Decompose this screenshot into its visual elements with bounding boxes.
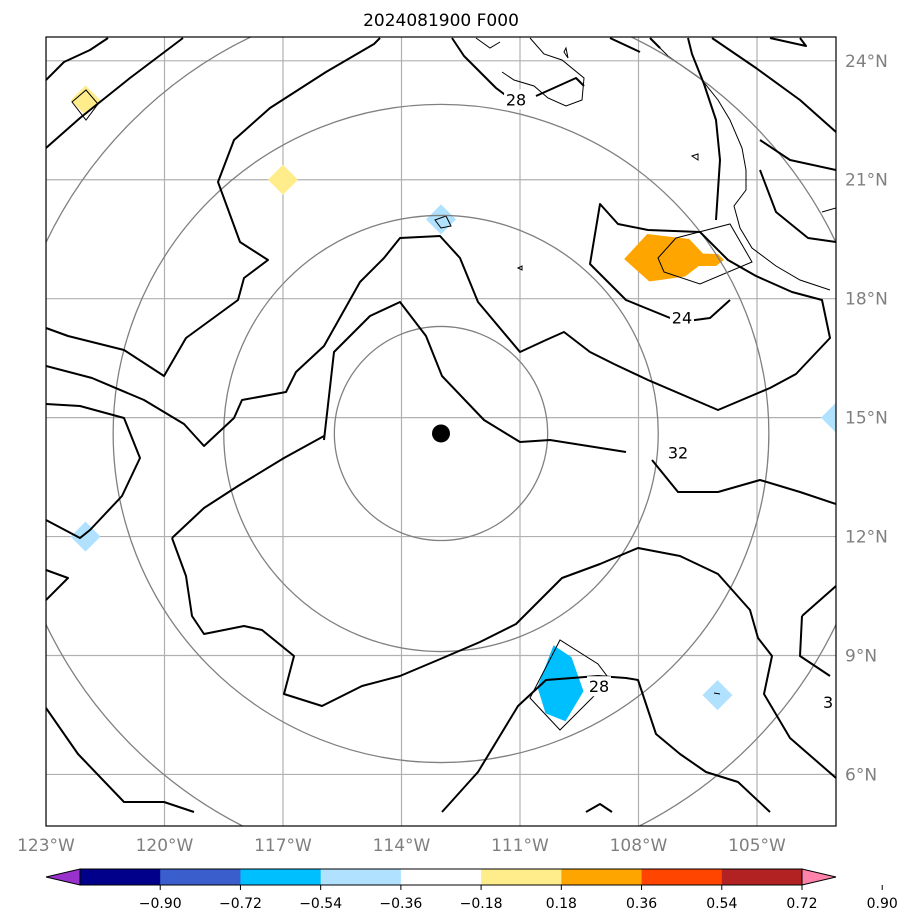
shaded-feature [426, 204, 456, 235]
colorbar: −0.90 −0.72 −0.54 −0.36 −0.18 0.18 0.36 0.54 0.7… [45, 868, 898, 912]
colorbar-box [160, 869, 241, 885]
contour-label-bg [504, 89, 529, 110]
shaded-features [70, 85, 836, 722]
colorbar-box [400, 869, 482, 885]
lat-tick-label: 6°N [845, 765, 877, 785]
colorbar-tick-label: −0.54 [299, 896, 342, 912]
shaded-feature [268, 164, 298, 195]
lon-tick-label: 117°W [254, 836, 312, 856]
contour-label-bg [587, 676, 611, 697]
colorbar-tick-label: 0.54 [706, 896, 737, 912]
storm-center-marker [432, 424, 450, 443]
shaded-feature [702, 680, 733, 711]
lon-tick-label: 111°W [491, 836, 549, 856]
map-area: 28 24 32 28 3 [46, 37, 836, 826]
thin-contours [71, 37, 836, 731]
contour-label: 24 [672, 309, 692, 328]
colorbar-extend-low [45, 868, 81, 886]
colorbar-box [320, 869, 402, 885]
contour-label: 28 [589, 677, 609, 696]
contour-label: 28 [506, 90, 526, 109]
shaded-feature [821, 402, 836, 433]
shaded-feature [70, 521, 101, 552]
contour-label: 3 [823, 693, 833, 712]
colorbar-tick-label: 0.36 [626, 896, 657, 912]
colorbar-box [641, 869, 723, 885]
lat-tick-label: 18°N [845, 290, 888, 310]
lat-tick-label: 9°N [845, 647, 877, 667]
range-ring [223, 214, 659, 653]
lat-tick-label: 24°N [845, 52, 888, 72]
contour-label-bg [669, 307, 694, 328]
range-ring [112, 103, 770, 764]
latitude-labels: 6°N 9°N 12°N 15°N 18°N 21°N 24°N [845, 52, 888, 786]
shaded-feature [624, 234, 709, 282]
contour-label-bg [666, 442, 690, 463]
contour-label-bg [816, 692, 836, 713]
colorbar-tick-label: −0.90 [139, 896, 182, 912]
colorbar-box [481, 869, 562, 885]
lon-tick-label: 114°W [373, 836, 431, 856]
colorbar-box [80, 869, 161, 885]
lat-tick-label: 15°N [845, 409, 888, 429]
colorbar-tick-label: 0.90 [867, 896, 898, 912]
range-rings [46, 37, 836, 826]
thick-contours [46, 37, 836, 813]
colorbar-box [561, 869, 643, 885]
lat-tick-label: 21°N [845, 171, 888, 191]
shaded-core-blue [553, 668, 566, 700]
colorbar-tick-label: −0.72 [219, 896, 262, 912]
colorbar-outline [79, 868, 803, 886]
chart-title: 2024081900 F000 [363, 11, 519, 31]
axes-frame [45, 36, 837, 827]
lon-tick-label: 105°W [728, 836, 786, 856]
colorbar-tick-label: 0.72 [786, 896, 817, 912]
colorbar-box [240, 869, 322, 885]
colorbar-tick-label: 0.18 [546, 896, 577, 912]
colorbar-tick-label: −0.18 [460, 896, 503, 912]
lon-tick-label: 123°W [17, 836, 75, 856]
longitude-labels: 123°W 120°W 117°W 114°W 111°W 108°W 105°W [17, 836, 786, 856]
range-ring [333, 325, 549, 542]
colorbar-extend-high [801, 868, 837, 886]
lat-tick-label: 12°N [845, 528, 888, 548]
colorbar-tick-label: −0.36 [379, 896, 422, 912]
contour-labels: 28 24 32 28 3 [504, 89, 836, 713]
contour-label: 32 [668, 443, 688, 462]
lon-tick-label: 108°W [610, 836, 668, 856]
lon-tick-label: 120°W [136, 836, 194, 856]
shaded-core-orange [676, 253, 724, 266]
gridlines [46, 37, 836, 826]
colorbar-box [721, 869, 803, 885]
